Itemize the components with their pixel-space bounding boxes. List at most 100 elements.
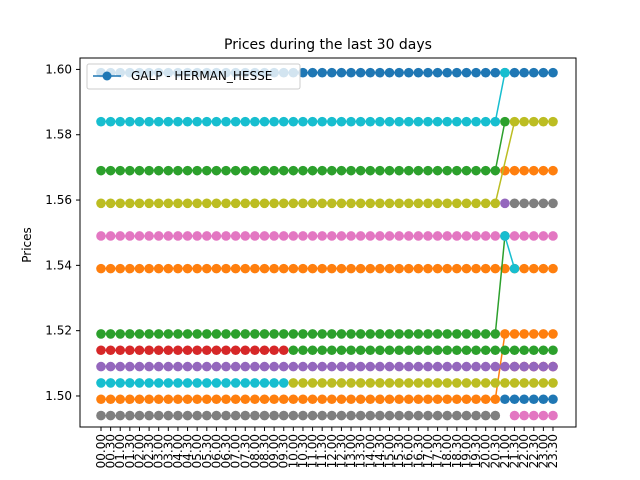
data-point xyxy=(394,116,404,127)
series-3 xyxy=(96,329,558,405)
x-tick-label: 05.00 xyxy=(190,434,204,468)
series-16 xyxy=(96,116,558,209)
data-point xyxy=(327,67,337,78)
data-point xyxy=(519,165,529,176)
data-point xyxy=(500,361,510,372)
data-point xyxy=(336,67,347,78)
data-point xyxy=(317,198,327,209)
data-point xyxy=(346,198,356,209)
data-point xyxy=(548,345,558,356)
data-point xyxy=(240,361,251,372)
data-point xyxy=(423,165,433,176)
data-point xyxy=(432,410,443,421)
x-tick-label: 00.30 xyxy=(104,434,118,468)
data-point xyxy=(442,410,453,421)
x-tick-label: 08.30 xyxy=(257,434,271,468)
x-tick-label: 23.00 xyxy=(536,434,550,468)
data-point xyxy=(346,263,356,274)
data-point xyxy=(471,165,481,176)
data-point xyxy=(375,67,385,78)
data-point xyxy=(336,345,347,356)
data-point xyxy=(134,361,145,372)
data-point xyxy=(375,198,385,209)
data-point xyxy=(163,378,174,388)
data-point xyxy=(163,165,174,176)
data-point xyxy=(509,263,520,274)
data-point xyxy=(269,394,279,405)
series-10 xyxy=(96,361,558,372)
data-point xyxy=(153,198,164,209)
data-point xyxy=(375,345,385,356)
data-point xyxy=(307,345,318,356)
y-tick-label: 1.52 xyxy=(45,324,72,338)
data-point xyxy=(105,361,116,372)
x-tick-label: 15.30 xyxy=(392,434,406,468)
data-point xyxy=(442,198,453,209)
data-point xyxy=(461,231,472,241)
data-point xyxy=(182,410,193,421)
data-point xyxy=(394,394,404,405)
data-point xyxy=(500,67,510,78)
data-point xyxy=(528,198,539,209)
data-point xyxy=(500,231,510,241)
data-point xyxy=(452,394,462,405)
data-point xyxy=(240,263,251,274)
data-point xyxy=(528,165,539,176)
series-6 xyxy=(96,231,510,339)
data-point xyxy=(365,67,376,78)
data-point xyxy=(105,410,116,421)
data-point xyxy=(480,361,491,372)
data-point xyxy=(173,329,183,339)
data-point xyxy=(307,329,318,339)
data-point xyxy=(548,263,558,274)
data-point xyxy=(375,361,385,372)
data-point xyxy=(153,116,164,127)
data-point xyxy=(173,263,183,274)
x-tick-label: 19.30 xyxy=(469,434,483,468)
data-point xyxy=(125,116,135,127)
data-point xyxy=(471,263,481,274)
data-point xyxy=(115,394,126,405)
data-point xyxy=(259,410,270,421)
data-point xyxy=(298,165,308,176)
data-point xyxy=(298,329,308,339)
data-point xyxy=(173,361,183,372)
data-point xyxy=(182,263,193,274)
data-point xyxy=(240,198,251,209)
x-tick-label: 09.30 xyxy=(277,434,291,468)
x-tick-label: 07.00 xyxy=(229,434,243,468)
series-2 xyxy=(96,263,558,274)
data-point xyxy=(471,67,481,78)
data-point xyxy=(355,263,366,274)
data-point xyxy=(346,394,356,405)
data-point xyxy=(173,231,183,241)
series-14 xyxy=(96,410,501,421)
data-point xyxy=(250,410,260,421)
data-point xyxy=(375,394,385,405)
data-point xyxy=(384,231,395,241)
data-point xyxy=(375,116,385,127)
data-point xyxy=(384,198,395,209)
data-point xyxy=(346,116,356,127)
data-point xyxy=(346,165,356,176)
data-point xyxy=(480,165,491,176)
data-point xyxy=(269,410,279,421)
data-point xyxy=(153,410,164,421)
data-point xyxy=(192,378,202,388)
data-point xyxy=(307,116,318,127)
data-point xyxy=(211,361,222,372)
data-point xyxy=(134,394,145,405)
data-point xyxy=(355,345,366,356)
data-point xyxy=(240,231,251,241)
data-point xyxy=(480,231,491,241)
data-point xyxy=(365,116,376,127)
data-point xyxy=(211,231,222,241)
data-point xyxy=(288,263,299,274)
data-point xyxy=(538,116,549,127)
data-point xyxy=(480,345,491,356)
data-point xyxy=(336,231,347,241)
data-point xyxy=(230,394,241,405)
data-point xyxy=(355,410,366,421)
data-point xyxy=(288,361,299,372)
